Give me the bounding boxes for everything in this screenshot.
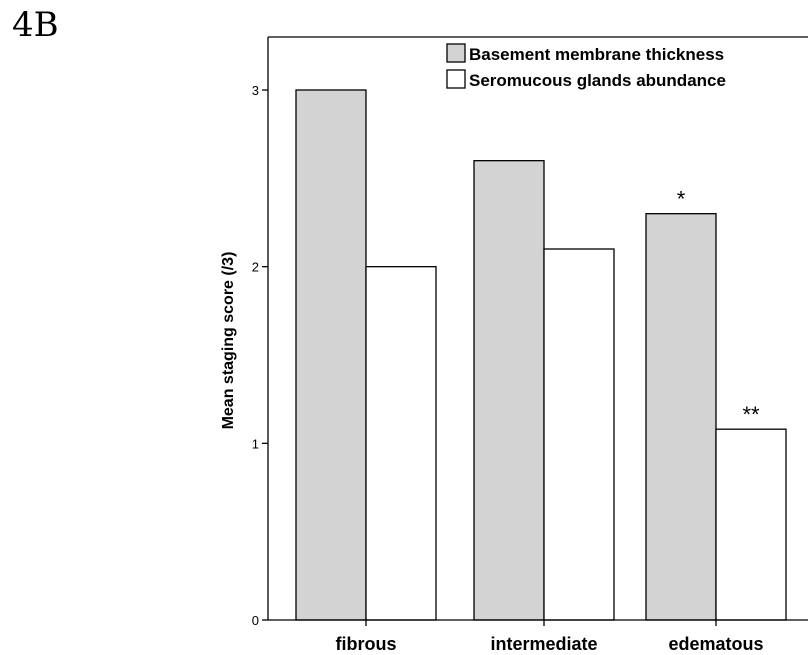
bar-intermediate-series-1 (473, 160, 545, 621)
bar-edematous-series-1 (645, 213, 717, 621)
x-tick-label-fibrous: fibrous (336, 634, 397, 654)
legend-swatch-series-2 (446, 69, 466, 89)
bar-edematous-series-2 (715, 428, 787, 621)
y-tick-label-1: 1 (252, 436, 259, 451)
x-tick-label-intermediate: intermediate (490, 634, 597, 654)
x-tick-label-edematous: edematous (668, 634, 763, 654)
y-ticks-group: 0 1 2 3 (252, 83, 268, 628)
legend-swatch-series-1 (446, 43, 466, 63)
significance-annotation-2: ** (742, 402, 760, 427)
annotations-group: *** (677, 187, 760, 428)
legend-label-series-1: Basement membrane thickness (469, 45, 724, 64)
bar-fibrous-series-2 (365, 266, 437, 621)
y-axis-label: Mean staging score (/3) (220, 252, 237, 430)
x-labels-group: fibrous intermediate edematous (336, 620, 764, 654)
significance-annotation-1: * (677, 187, 686, 212)
y-tick-label-0: 0 (252, 613, 259, 628)
legend: Basement membrane thickness Seromucous gl… (446, 43, 726, 90)
y-tick-label-2: 2 (252, 260, 259, 275)
legend-label-series-2: Seromucous glands abundance (469, 71, 726, 90)
bar-intermediate-series-2 (543, 248, 615, 621)
figure-label: 4B (12, 5, 59, 45)
bar-fibrous-series-1 (295, 89, 367, 621)
bars-group (295, 89, 787, 621)
y-tick-label-3: 3 (252, 83, 259, 98)
